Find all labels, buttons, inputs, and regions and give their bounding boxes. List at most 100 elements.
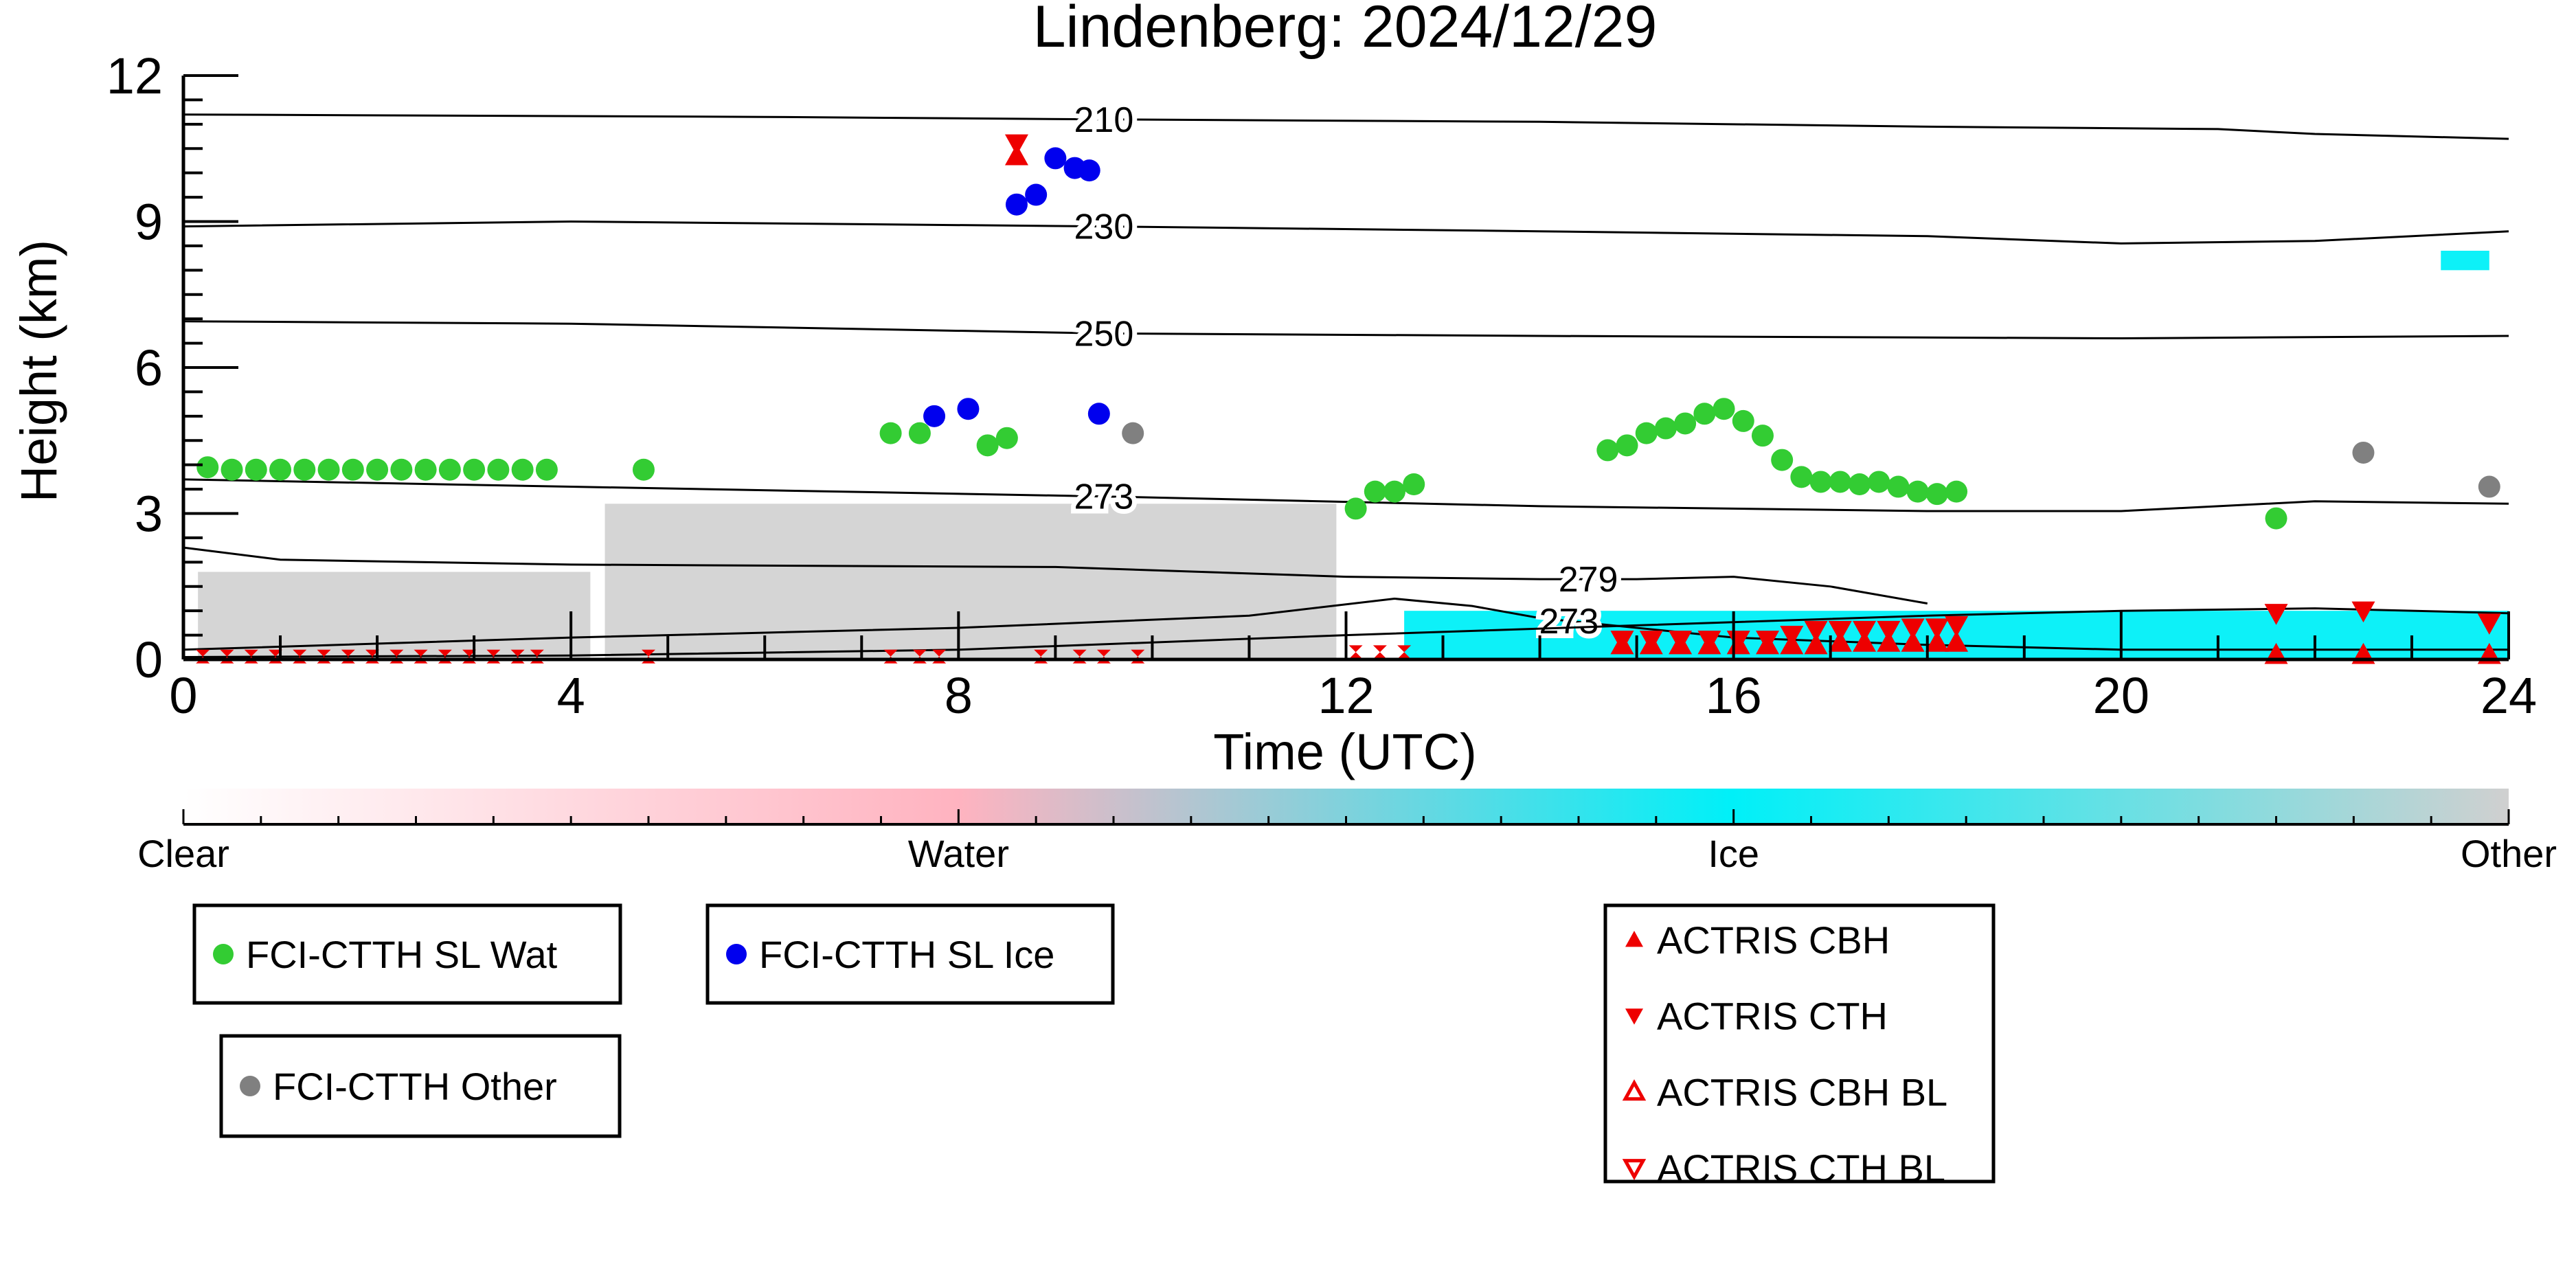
legend-label: FCI-CTTH SL Ice: [759, 933, 1054, 976]
actris-cth-point: [1610, 631, 1634, 652]
legend-label: FCI-CTTH SL Wat: [246, 933, 558, 976]
legend-box: [192, 903, 622, 1005]
fci-ctth-sl-wat-point: [1906, 480, 1929, 503]
fci-ctth-sl-wat-point: [2265, 507, 2287, 530]
fci-ctth-sl-wat-point: [1596, 439, 1619, 462]
fci-ctth-sl-wat-point: [1887, 475, 1910, 498]
actris-cth-point: [2351, 601, 2375, 623]
fci-ctth-sl-ice-point: [1078, 159, 1100, 182]
contour-line: [183, 597, 2509, 651]
contour-line: [183, 546, 1928, 605]
fci-ctth-sl-wat-point: [245, 458, 267, 481]
fci-ctth-sl-wat-point: [879, 422, 902, 444]
contour-label: 273: [1539, 602, 1599, 642]
axes: 0 3 6 9 12 0 4 8 12 16 20 24: [106, 47, 2537, 724]
fci-ctth-sl-wat-point: [463, 458, 486, 481]
fci-ctth-sl-wat-point: [908, 422, 931, 444]
colorbar-label: Other: [2461, 832, 2557, 875]
fci-ctth-sl-wat-point: [1809, 471, 1832, 493]
fci-ctth-sl-wat-point: [317, 458, 340, 481]
x-tick-label: 0: [169, 667, 197, 724]
actris-cth-point: [1877, 620, 1901, 642]
fci-ctth-sl-wat-point: [366, 458, 389, 481]
contour-line: [183, 320, 2509, 340]
actris-cth-point: [1945, 615, 1969, 637]
legend-marker: [1622, 1159, 1647, 1181]
fci-ctth-sl-wat-point: [1945, 480, 1968, 503]
actris-cth-point: [1901, 618, 1925, 640]
x-axis-label: Time (UTC): [1213, 723, 1477, 780]
fci-ctth-sl-wat-point: [535, 458, 558, 481]
actris-cbh-point: [1901, 631, 1925, 652]
marker-point: [1372, 645, 1387, 659]
contour-label: 230: [1074, 207, 1134, 247]
actris-cbh-point: [1804, 633, 1828, 655]
y-tick-label: 12: [106, 47, 163, 104]
fci-ctth-sl-wat-point: [1344, 497, 1367, 520]
fci-ctth-sl-wat-point: [1693, 403, 1716, 425]
legend-marker: [240, 1076, 260, 1096]
fci-ctth-sl-ice-point: [1025, 183, 1048, 206]
actris-cbh-point: [1945, 631, 1969, 652]
fci-ctth-sl-wat-point: [995, 427, 1018, 449]
marker-point: [1397, 645, 1412, 659]
y-tick-label: 6: [135, 339, 163, 396]
fci-ctth-sl-wat-point: [1925, 483, 1948, 506]
fci-ctth-sl-wat-point: [1616, 434, 1638, 457]
colorbar: Clear Water Ice Other: [137, 789, 2557, 875]
colorbar-label: Clear: [137, 832, 229, 875]
fci-ctth-sl-wat-point: [1713, 398, 1735, 420]
fci-ctth-other-point: [2352, 441, 2375, 464]
legend-marker: [1625, 1008, 1643, 1025]
colorbar-label: Water: [908, 832, 1009, 875]
fci-ctth-sl-ice-point: [1005, 193, 1028, 216]
x-tick-label: 24: [2481, 667, 2537, 724]
actris-cth-point: [2264, 604, 2288, 625]
marker-point: [1348, 645, 1363, 659]
actris-cth-point: [1828, 620, 1852, 642]
actris-cth-point: [1756, 631, 1780, 652]
fci-ctth-sl-wat-point: [1868, 471, 1890, 493]
contour-label: 273: [1074, 477, 1134, 517]
x-tick-label: 4: [557, 667, 585, 724]
contour-line: [183, 607, 2509, 658]
actris-cth-point: [1780, 625, 1804, 647]
data-points: [196, 134, 2501, 664]
region-other: [198, 572, 591, 659]
legend-box: [705, 903, 1115, 1005]
fci-ctth-sl-ice-point: [1044, 147, 1067, 170]
contour-line: [183, 220, 2509, 245]
x-tick-label: 16: [1706, 667, 1762, 724]
fci-ctth-sl-wat-point: [1403, 473, 1425, 495]
contour-label: 250: [1074, 314, 1134, 354]
fci-ctth-sl-wat-point: [269, 458, 292, 481]
fci-ctth-sl-wat-point: [1364, 480, 1386, 503]
fci-ctth-sl-wat-point: [221, 458, 243, 481]
fci-ctth-sl-wat-point: [1383, 480, 1406, 503]
legend-label: FCI-CTTH Other: [273, 1065, 557, 1108]
x-tick-label: 20: [2093, 667, 2149, 724]
x-tick-label: 12: [1318, 667, 1374, 724]
actris-cth-point: [1004, 134, 1028, 156]
fci-ctth-sl-wat-point: [1635, 422, 1658, 444]
fci-ctth-sl-ice-point: [1087, 403, 1110, 425]
legend-marker: [213, 944, 234, 964]
fci-ctth-sl-wat-point: [1751, 425, 1774, 447]
region-other: [605, 504, 1337, 659]
legend-marker: [1625, 931, 1643, 947]
fci-ctth-sl-wat-point: [632, 458, 655, 481]
fci-ctth-sl-wat-point: [1654, 417, 1677, 440]
y-tick-label: 0: [135, 631, 163, 688]
actris-cth-point: [1639, 631, 1663, 652]
colorbar-label: Ice: [1708, 832, 1759, 875]
fci-ctth-sl-wat-point: [341, 458, 364, 481]
contour-line: [183, 478, 2509, 512]
contour-line: [183, 113, 2509, 140]
contour-label: 279: [1559, 560, 1618, 600]
fci-ctth-sl-wat-point: [1732, 409, 1754, 432]
contour-label: 210: [1074, 100, 1134, 140]
actris-cbh-point: [1925, 631, 1949, 652]
actris-cth-point: [1925, 618, 1949, 640]
